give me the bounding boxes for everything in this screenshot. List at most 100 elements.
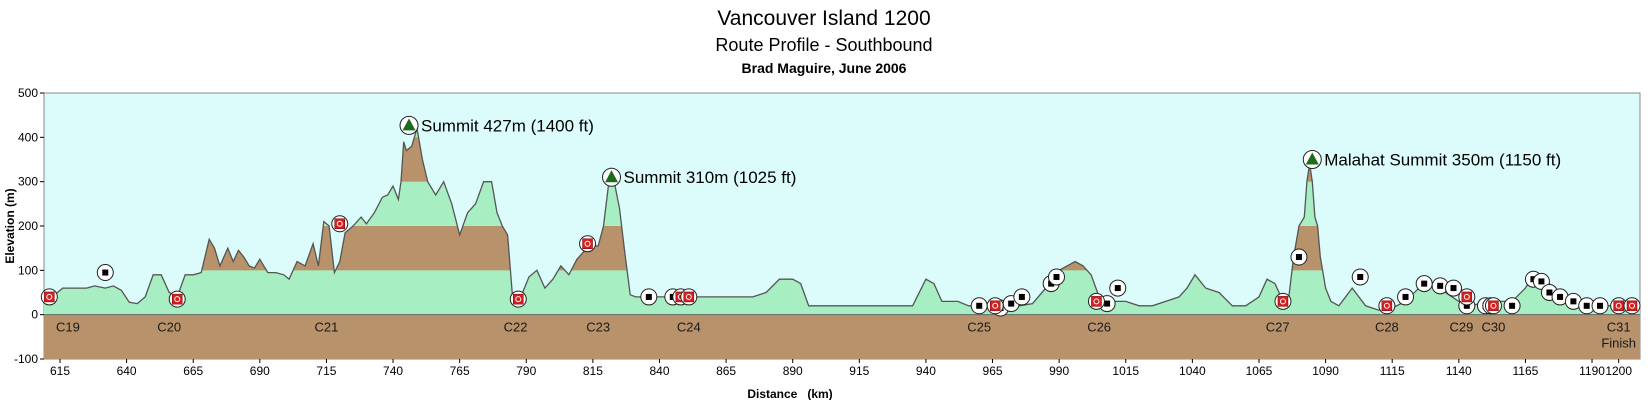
control-marker-square [1277, 296, 1289, 307]
x-tick-label: 1065 [1246, 364, 1273, 378]
control-marker [168, 290, 186, 308]
x-tick-label: 1115 [1380, 364, 1405, 378]
service-marker [1503, 297, 1521, 315]
x-tick-label: 1015 [1112, 364, 1139, 378]
control-marker-dot [992, 302, 999, 309]
service-marker-square [1018, 293, 1025, 300]
service-marker-square [1583, 302, 1590, 309]
service-marker-square [102, 269, 109, 276]
x-tick-label: 1040 [1179, 364, 1206, 378]
y-tick-label: 100 [18, 263, 38, 277]
x-tick-label: 1165 [1513, 364, 1539, 378]
checkpoint-label: C27 [1266, 320, 1290, 335]
x-tick-label: 1190 [1579, 364, 1605, 378]
y-tick-label: 500 [18, 86, 38, 100]
y-tick-label: 300 [18, 175, 38, 189]
sea-level-band [44, 314, 1640, 359]
control-marker [680, 288, 698, 306]
service-marker [1290, 248, 1308, 266]
control-marker [1378, 297, 1396, 315]
service-marker [1397, 288, 1415, 306]
summit-triangle-icon [1305, 152, 1319, 165]
service-marker [96, 264, 114, 282]
control-marker [1484, 297, 1502, 315]
summit-label: Summit 310m (1025 ft) [624, 168, 797, 187]
control-marker [509, 290, 527, 308]
service-marker-square [1421, 280, 1428, 287]
control-marker [1087, 292, 1105, 310]
y-tick-label: 400 [18, 130, 38, 144]
x-tick-label: 690 [250, 364, 270, 378]
x-tick-label: 740 [383, 364, 403, 378]
control-marker-dot [1383, 302, 1390, 309]
service-marker-square [645, 293, 652, 300]
x-tick-label: 640 [117, 364, 137, 378]
checkpoint-label: C25 [967, 320, 991, 335]
x-tick-label: 790 [516, 364, 536, 378]
service-marker-square [1509, 302, 1516, 309]
control-marker [331, 215, 349, 233]
control-marker-square [989, 300, 1001, 312]
service-marker-square [1357, 273, 1364, 280]
service-marker [640, 288, 658, 306]
y-axis-label: Elevation (m) [3, 188, 17, 263]
x-tick-label: 765 [450, 364, 470, 378]
checkpoint-label: C24 [677, 320, 701, 335]
service-marker-square [1546, 289, 1553, 296]
control-marker [579, 235, 597, 253]
service-marker-square [1570, 298, 1577, 305]
checkpoint-label: C26 [1087, 320, 1111, 335]
control-marker-square [1381, 300, 1393, 312]
service-marker [1047, 268, 1065, 286]
control-marker [1274, 292, 1292, 310]
checkpoint-label: C19 [56, 320, 80, 335]
finish-label: Finish [1601, 336, 1636, 351]
checkpoint-label: C20 [157, 320, 181, 335]
summit-label: Malahat Summit 350m (1150 ft) [1324, 151, 1561, 170]
control-marker-dot [174, 296, 181, 303]
service-marker [1444, 279, 1462, 297]
control-marker-dot [584, 240, 591, 247]
service-marker-square [1114, 285, 1121, 292]
control-marker-dot [46, 293, 53, 300]
control-marker-dot [1463, 293, 1470, 300]
service-marker [1109, 279, 1127, 297]
summit-marker [1302, 150, 1322, 169]
checkpoint-label: C28 [1375, 320, 1399, 335]
control-marker-square [1091, 296, 1102, 307]
checkpoint-label: C29 [1450, 320, 1474, 335]
x-tick-label: 890 [783, 364, 803, 378]
x-tick-label: 1200 [1605, 364, 1632, 378]
y-tick-label: -100 [14, 352, 38, 366]
service-marker-square [1437, 282, 1444, 289]
service-marker [1351, 268, 1369, 286]
x-tick-label: 915 [849, 364, 869, 378]
checkpoint-label: C30 [1482, 320, 1506, 335]
service-marker-square [1538, 278, 1545, 285]
control-marker [1458, 288, 1476, 306]
x-tick-label: 615 [50, 364, 70, 378]
service-marker-square [1463, 302, 1470, 309]
control-marker-square [1613, 300, 1624, 312]
control-marker-dot [685, 293, 692, 300]
service-marker-square [1053, 273, 1060, 280]
checkpoint-label: C31 [1607, 320, 1631, 335]
chart-credit: Brad Maguire, June 2006 [741, 60, 907, 76]
chart-subtitle: Route Profile - Southbound [715, 35, 933, 55]
control-marker-square [1488, 300, 1499, 312]
control-marker-dot [336, 220, 343, 227]
service-marker [1415, 275, 1433, 293]
service-marker-square [1557, 293, 1564, 300]
control-marker-square [171, 293, 183, 305]
service-marker-square [1597, 302, 1604, 309]
x-tick-label: 715 [316, 364, 336, 378]
x-tick-label: 865 [716, 364, 736, 378]
control-marker-dot [1093, 298, 1100, 305]
control-marker-square [334, 218, 346, 230]
control-marker-dot [1490, 302, 1497, 309]
control-marker-square [513, 293, 524, 305]
service-marker [1591, 297, 1609, 315]
x-tick-label: 1090 [1312, 364, 1339, 378]
x-tick-label: 840 [649, 364, 669, 378]
